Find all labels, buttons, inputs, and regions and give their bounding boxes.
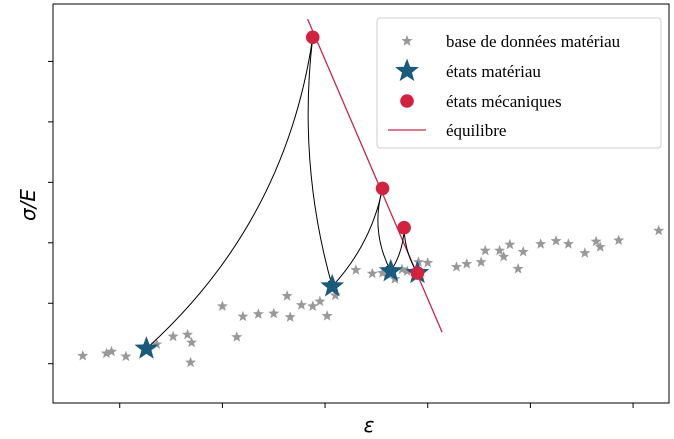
database-point [590, 235, 602, 247]
legend-item: états mécaniques [400, 92, 562, 111]
database-point [412, 256, 425, 267]
database-point [167, 330, 179, 342]
legend-marker-mechanical-state [400, 94, 414, 108]
database-point [268, 307, 280, 319]
legend-marker-database [401, 35, 413, 46]
database-point [396, 263, 408, 275]
database-point [231, 331, 243, 342]
database-point [494, 244, 506, 256]
database-point [284, 311, 296, 322]
database-point [479, 244, 491, 256]
database-point [106, 345, 118, 357]
database-point [613, 234, 625, 246]
legend-box [376, 17, 662, 149]
database-point [151, 338, 163, 350]
mechanical-state-point [410, 266, 425, 280]
database-point [307, 300, 319, 311]
legend-label: base de données matériau [446, 32, 621, 51]
legend-label: états mécaniques [446, 92, 562, 111]
transition-arrow [146, 36, 315, 349]
equilibrium-line [307, 18, 443, 333]
database-point [281, 290, 293, 301]
database-point [295, 299, 307, 310]
database-point [314, 295, 326, 307]
mechanical-state-point [397, 220, 411, 235]
database-point [216, 300, 228, 311]
transition-arrow [307, 37, 334, 287]
database-point [252, 308, 264, 319]
material-state-point [320, 273, 345, 297]
database-point [377, 267, 389, 278]
database-point [498, 250, 510, 262]
legend-item: base de données matériau [401, 32, 621, 51]
legend: base de données matériau états matériau ét… [376, 17, 662, 149]
legend-item: équilibre [388, 121, 506, 140]
material-state-point [134, 336, 159, 359]
database-point [422, 256, 434, 268]
mechanical-state-point [305, 30, 320, 45]
plot-area [77, 18, 665, 368]
legend-item: états matériau [395, 58, 541, 82]
database-point [401, 265, 413, 276]
database-point [512, 262, 524, 274]
database-point [120, 350, 132, 362]
mechanical-state-point [375, 181, 390, 196]
database-point [504, 238, 516, 250]
database-point [350, 264, 362, 275]
x-axis-label: ε [364, 413, 375, 437]
database-point [366, 267, 378, 279]
transition-arrow [377, 188, 392, 272]
database-point [237, 310, 249, 322]
y-axis-label: σ/E [16, 189, 40, 221]
database-point [181, 328, 194, 340]
database-point [450, 261, 462, 272]
database-point [185, 356, 197, 368]
legend-marker-material-state [395, 58, 419, 82]
plot-frame [52, 3, 670, 404]
database-point [321, 310, 333, 321]
database-point [535, 238, 547, 249]
database-point [186, 336, 198, 348]
material-state-point [378, 258, 403, 282]
database-point [475, 256, 487, 267]
database-point [100, 347, 112, 359]
legend-label: équilibre [446, 121, 506, 140]
database-point [579, 247, 591, 258]
database-point [329, 289, 341, 301]
database-point [77, 350, 89, 361]
database-point [550, 235, 562, 246]
database-point [517, 246, 529, 257]
database-point [653, 224, 665, 236]
database-point [461, 258, 473, 269]
axes [48, 3, 670, 408]
database-point [562, 238, 574, 249]
database-point [594, 241, 606, 252]
legend-label: états matériau [446, 62, 541, 81]
